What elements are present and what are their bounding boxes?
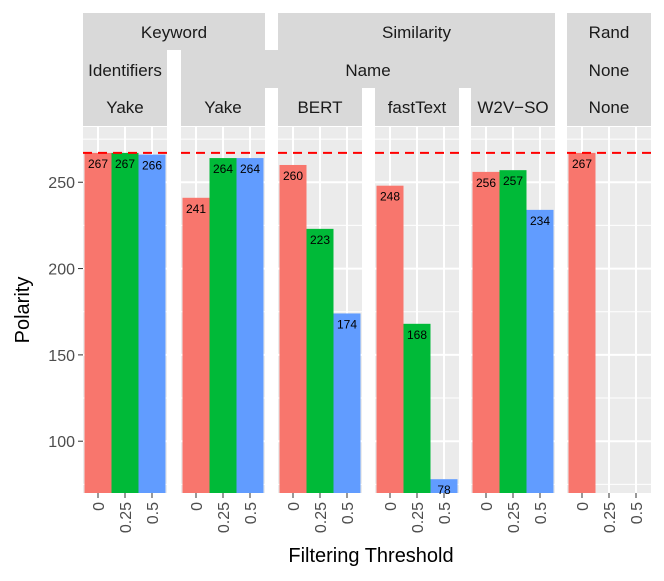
bar-0 bbox=[472, 171, 500, 494]
bar-value-label: 78 bbox=[437, 483, 451, 497]
bar-value-label: 223 bbox=[310, 233, 330, 247]
bar-0 bbox=[568, 152, 596, 493]
bar-0 bbox=[182, 197, 210, 493]
bar-0.5 bbox=[236, 158, 264, 493]
bar-0 bbox=[376, 185, 404, 493]
strip-row2-bg bbox=[83, 50, 167, 88]
facet-panel: 267 267 266 bbox=[83, 127, 167, 494]
bar-0.25 bbox=[403, 323, 431, 493]
bar-value-label: 264 bbox=[240, 162, 260, 176]
x-tick-label: 0.5 bbox=[145, 502, 162, 524]
bar-0.5 bbox=[138, 154, 166, 494]
strip-panel-bg bbox=[471, 88, 555, 126]
bar-0.5 bbox=[333, 313, 361, 493]
bar-value-label: 234 bbox=[530, 214, 550, 228]
x-tick-label: 0.5 bbox=[629, 502, 646, 524]
strip-row2-label: Identifiers bbox=[88, 61, 162, 80]
facet-panel: 260 223 174 bbox=[278, 127, 362, 493]
bar-value-label: 267 bbox=[88, 157, 108, 171]
x-tick-label: 0.25 bbox=[506, 502, 523, 533]
bar-value-label: 264 bbox=[213, 162, 233, 176]
bar-0 bbox=[84, 152, 112, 493]
strip-row2-bg bbox=[567, 50, 651, 88]
x-tick-label: 0.5 bbox=[243, 502, 260, 524]
y-axis-title: Polarity bbox=[12, 277, 34, 344]
facet-panel: 267 bbox=[567, 127, 651, 493]
bar-value-label: 267 bbox=[572, 157, 592, 171]
strip-row2-label: None bbox=[589, 61, 630, 80]
bar-0.25 bbox=[306, 228, 334, 493]
strip-panel-bg bbox=[375, 88, 459, 126]
bar-0.25 bbox=[499, 170, 527, 493]
strip-row2-bg bbox=[181, 50, 555, 88]
x-tick-label: 0.25 bbox=[313, 502, 330, 533]
y-tick-label: 150 bbox=[48, 348, 75, 365]
strip-panel-label: BERT bbox=[297, 98, 342, 117]
y-axis: 100 150 200 250 bbox=[48, 175, 83, 451]
x-tick-label: 0 bbox=[383, 502, 400, 511]
strip-panel-label: W2V−SO bbox=[477, 98, 548, 117]
bar-0.5 bbox=[430, 479, 458, 493]
bar-value-label: 267 bbox=[115, 157, 135, 171]
x-tick-label: 0 bbox=[91, 502, 108, 511]
bar-value-label: 256 bbox=[476, 176, 496, 190]
bar-value-label: 241 bbox=[186, 202, 206, 216]
bar-0.25 bbox=[209, 158, 237, 493]
strip-group-bg bbox=[83, 13, 265, 50]
strip-group-label: Similarity bbox=[382, 23, 451, 42]
y-tick-label: 200 bbox=[48, 262, 75, 279]
bar-value-label: 266 bbox=[142, 159, 162, 173]
strip-panel-label: Yake bbox=[106, 98, 144, 117]
strip-panel-label: fastText bbox=[388, 98, 447, 117]
bar-value-label: 257 bbox=[503, 174, 523, 188]
facet-panel: 256 257 234 bbox=[471, 127, 555, 494]
facet-strips: Keyword Similarity Rand Identifiers Name None… bbox=[83, 13, 651, 126]
x-tick-label: 0.5 bbox=[437, 502, 454, 524]
strip-panel-label: Yake bbox=[204, 98, 242, 117]
x-tick-label: 0 bbox=[575, 502, 592, 511]
x-axis: 0 0.25 0.5 0 0.25 0.5 0 0.25 0.5 0 0.25 0.5 0 0.25 0.5… bbox=[91, 493, 646, 533]
bar-value-label: 168 bbox=[407, 328, 427, 342]
strip-panel-bg bbox=[278, 88, 362, 126]
strip-row2-label: Name bbox=[345, 61, 390, 80]
strip-group-label: Rand bbox=[589, 23, 630, 42]
strip-group-label: Keyword bbox=[141, 23, 207, 42]
bar-0.5 bbox=[526, 209, 554, 493]
facet-panel: 241 264 264 bbox=[181, 127, 265, 493]
facet-panel: 248 168 78 bbox=[375, 127, 459, 497]
strip-panel-bg bbox=[83, 88, 167, 126]
x-tick-label: 0.25 bbox=[602, 502, 619, 533]
x-tick-label: 0 bbox=[189, 502, 206, 511]
strip-group-bg bbox=[278, 13, 555, 50]
x-tick-label: 0.5 bbox=[340, 502, 357, 524]
strip-panel-bg bbox=[181, 88, 265, 126]
y-tick-label: 100 bbox=[48, 434, 75, 451]
x-tick-label: 0 bbox=[479, 502, 496, 511]
strip-panel-label: None bbox=[589, 98, 630, 117]
x-axis-title: Filtering Threshold bbox=[288, 545, 453, 567]
x-tick-label: 0.25 bbox=[118, 502, 135, 533]
y-tick-label: 250 bbox=[48, 175, 75, 192]
bar-value-label: 248 bbox=[380, 190, 400, 204]
bar-value-label: 260 bbox=[283, 169, 303, 183]
x-tick-label: 0.25 bbox=[410, 502, 427, 533]
bar-0.25 bbox=[111, 152, 139, 493]
x-tick-label: 0.5 bbox=[533, 502, 550, 524]
x-tick-label: 0.25 bbox=[216, 502, 233, 533]
bar-value-label: 174 bbox=[337, 317, 357, 331]
x-tick-label: 0 bbox=[286, 502, 303, 511]
strip-panel-bg bbox=[567, 88, 651, 126]
bar-0 bbox=[279, 164, 307, 493]
strip-group-bg bbox=[567, 13, 651, 50]
